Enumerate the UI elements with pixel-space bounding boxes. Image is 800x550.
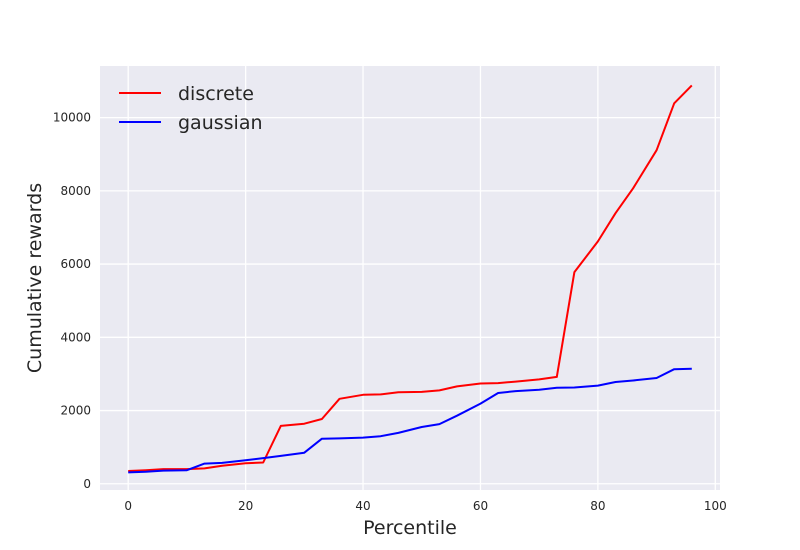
x-tick-label: 100 xyxy=(704,499,727,513)
x-tick-label: 40 xyxy=(355,499,370,513)
y-tick-labels: 0 2000 4000 6000 8000 10000 xyxy=(53,111,91,491)
grid-lines xyxy=(100,66,720,490)
legend-label-gaussian: gaussian xyxy=(178,112,263,134)
series-line-discrete xyxy=(128,84,693,472)
x-tick-label: 0 xyxy=(124,499,132,513)
y-tick-label: 4000 xyxy=(60,330,91,344)
y-tick-label: 10000 xyxy=(53,111,91,125)
y-tick-label: 6000 xyxy=(60,257,91,271)
y-axis-label: Cumulative rewards xyxy=(24,183,46,373)
plot-area xyxy=(100,66,720,490)
y-tick-label: 0 xyxy=(83,477,91,491)
legend: discrete gaussian xyxy=(119,83,263,134)
x-tick-labels: 0 20 40 60 80 100 xyxy=(124,499,726,513)
y-tick-label: 2000 xyxy=(60,404,91,418)
x-tick-label: 80 xyxy=(590,499,605,513)
y-tick-label: 8000 xyxy=(60,184,91,198)
x-tick-label: 20 xyxy=(238,499,253,513)
x-axis-label: Percentile xyxy=(363,517,457,539)
legend-label-discrete: discrete xyxy=(178,83,254,105)
series-lines xyxy=(128,84,693,474)
x-tick-label: 60 xyxy=(473,499,488,513)
series-line-gaussian xyxy=(128,367,692,474)
